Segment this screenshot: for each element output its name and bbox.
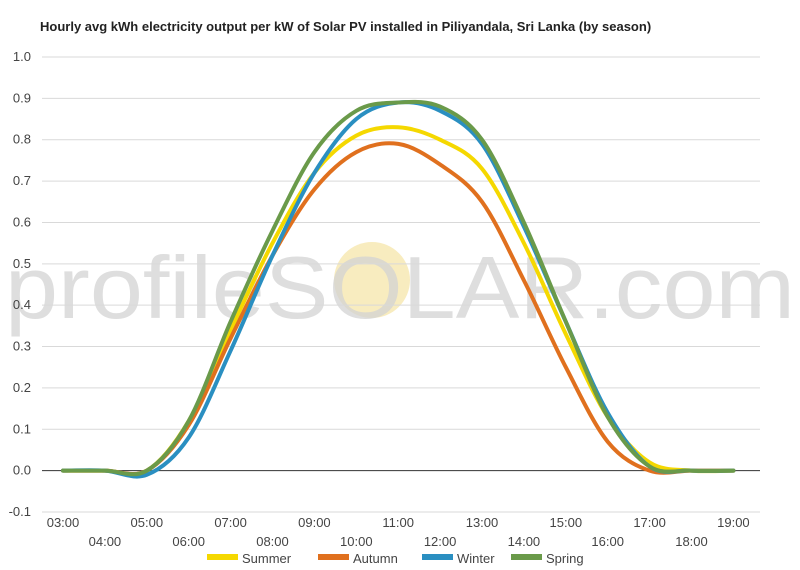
y-tick-label: -0.1 xyxy=(9,504,31,519)
x-tick-label: 10:00 xyxy=(340,534,373,549)
y-tick-label: 0.2 xyxy=(13,380,31,395)
y-tick-label: 0.9 xyxy=(13,90,31,105)
legend-item-winter[interactable]: Winter xyxy=(422,551,495,566)
x-tick-label: 07:00 xyxy=(214,515,247,530)
y-tick-label: 0.5 xyxy=(13,256,31,271)
legend: Summer Autumn Winter Spring xyxy=(207,551,584,566)
legend-item-autumn[interactable]: Autumn xyxy=(318,551,398,566)
x-tick-label: 14:00 xyxy=(508,534,541,549)
y-tick-label: 0.8 xyxy=(13,132,31,147)
series-lines xyxy=(61,99,736,479)
legend-label: Winter xyxy=(457,551,495,566)
x-tick-label: 08:00 xyxy=(256,534,289,549)
y-gridlines xyxy=(42,56,760,513)
sun-watermark-icon xyxy=(334,242,410,318)
y-tick-label: 0.6 xyxy=(13,214,31,229)
y-tick-label: 0.7 xyxy=(13,173,31,188)
x-tick-label: 13:00 xyxy=(466,515,499,530)
legend-swatch xyxy=(318,554,349,560)
x-tick-label: 16:00 xyxy=(591,534,624,549)
x-tick-label: 15:00 xyxy=(550,515,583,530)
legend-swatch xyxy=(422,554,453,560)
y-tick-label: 0.1 xyxy=(13,421,31,436)
x-tick-label: 03:00 xyxy=(47,515,80,530)
x-tick-label: 17:00 xyxy=(633,515,666,530)
watermark: profileSOLAR.com xyxy=(5,238,795,337)
x-tick-label: 19:00 xyxy=(717,515,750,530)
x-tick-label: 18:00 xyxy=(675,534,708,549)
chart-title: Hourly avg kWh electricity output per kW… xyxy=(40,19,652,34)
legend-label: Autumn xyxy=(353,551,398,566)
legend-swatch xyxy=(511,554,542,560)
legend-item-summer[interactable]: Summer xyxy=(207,551,292,566)
legend-swatch xyxy=(207,554,238,560)
x-tick-label: 12:00 xyxy=(424,534,457,549)
y-axis-ticks: -0.1 0.0 0.1 0.2 0.3 0.4 0.5 0.6 0.7 0.8 0.9 1.0 xyxy=(9,49,31,519)
x-tick-label: 04:00 xyxy=(89,534,122,549)
x-tick-label: 11:00 xyxy=(382,515,414,530)
y-tick-label: 0.3 xyxy=(13,339,31,354)
x-tick-label: 09:00 xyxy=(298,515,331,530)
legend-label: Spring xyxy=(546,551,584,566)
x-axis-ticks: 03:00 04:00 05:00 06:00 07:00 08:00 09:00 10:00… xyxy=(47,515,750,549)
y-tick-label: 0.4 xyxy=(13,297,31,312)
y-tick-label: 1.0 xyxy=(13,49,31,64)
x-tick-label: 05:00 xyxy=(131,515,164,530)
y-tick-label: 0.0 xyxy=(13,463,31,478)
x-tick-label: 06:00 xyxy=(172,534,205,549)
series-line-spring xyxy=(61,99,736,477)
legend-item-spring[interactable]: Spring xyxy=(511,551,584,566)
legend-label: Summer xyxy=(242,551,292,566)
watermark-text: profileSOLAR.com xyxy=(5,238,795,337)
